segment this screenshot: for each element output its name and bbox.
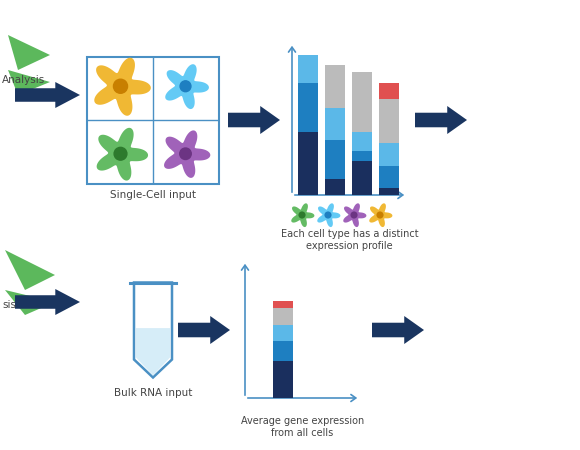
Polygon shape xyxy=(15,289,80,315)
Polygon shape xyxy=(136,328,170,375)
Polygon shape xyxy=(95,58,151,116)
Text: Bulk RNA input: Bulk RNA input xyxy=(114,387,192,397)
Text: Each cell type has a distinct
expression profile: Each cell type has a distinct expression… xyxy=(281,229,418,251)
Circle shape xyxy=(325,212,331,218)
Bar xyxy=(379,83,399,99)
Bar xyxy=(298,55,318,83)
Circle shape xyxy=(114,147,127,160)
Bar xyxy=(352,132,372,151)
FancyBboxPatch shape xyxy=(87,57,219,184)
Text: Average gene expression
from all cells: Average gene expression from all cells xyxy=(241,416,364,437)
Bar xyxy=(298,83,318,132)
Bar xyxy=(273,361,293,398)
Polygon shape xyxy=(8,70,50,95)
Circle shape xyxy=(180,148,191,159)
Bar xyxy=(298,132,318,195)
Circle shape xyxy=(299,212,305,218)
Text: Single-Cell input: Single-Cell input xyxy=(110,190,196,201)
Text: sis: sis xyxy=(2,300,16,310)
Polygon shape xyxy=(369,203,393,227)
Bar xyxy=(273,341,293,361)
Bar xyxy=(379,188,399,195)
Polygon shape xyxy=(15,82,80,108)
Polygon shape xyxy=(343,203,367,227)
Bar xyxy=(273,325,293,341)
Circle shape xyxy=(377,212,383,218)
Bar xyxy=(325,140,345,180)
Bar xyxy=(273,301,293,308)
Circle shape xyxy=(114,79,128,93)
Polygon shape xyxy=(134,283,172,378)
Circle shape xyxy=(180,81,191,92)
Bar xyxy=(352,151,372,161)
Bar xyxy=(379,144,399,166)
Bar xyxy=(325,108,345,140)
Polygon shape xyxy=(291,203,314,227)
Bar xyxy=(379,99,399,144)
Polygon shape xyxy=(164,130,211,178)
Polygon shape xyxy=(178,316,230,344)
Circle shape xyxy=(351,212,357,218)
Bar xyxy=(379,166,399,188)
Text: Analysis: Analysis xyxy=(2,75,45,85)
Bar xyxy=(325,180,345,195)
Polygon shape xyxy=(8,35,50,70)
Bar xyxy=(325,65,345,108)
Bar xyxy=(273,308,293,325)
Polygon shape xyxy=(228,106,280,134)
Polygon shape xyxy=(165,64,209,109)
Polygon shape xyxy=(372,316,424,344)
Bar xyxy=(352,161,372,195)
Polygon shape xyxy=(5,290,55,315)
Polygon shape xyxy=(415,106,467,134)
Bar xyxy=(352,72,372,132)
Polygon shape xyxy=(97,128,148,180)
Polygon shape xyxy=(317,203,340,227)
Polygon shape xyxy=(5,250,55,290)
